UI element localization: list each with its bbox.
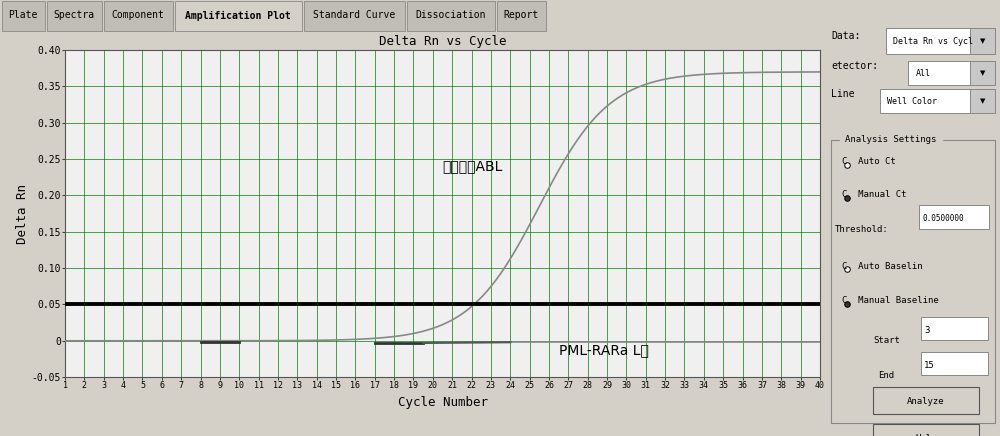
Bar <box>104 1 173 31</box>
Text: 0.0500000: 0.0500000 <box>923 214 964 222</box>
FancyBboxPatch shape <box>921 352 988 375</box>
Text: Line: Line <box>831 89 855 99</box>
Text: Well Color: Well Color <box>887 97 937 106</box>
FancyBboxPatch shape <box>970 28 995 54</box>
Text: Standard Curve: Standard Curve <box>313 10 395 20</box>
FancyBboxPatch shape <box>970 61 995 85</box>
Bar <box>46 1 102 31</box>
FancyBboxPatch shape <box>919 205 989 229</box>
FancyBboxPatch shape <box>873 424 979 436</box>
Text: Report: Report <box>503 10 539 20</box>
Text: C  Manual Baseline: C Manual Baseline <box>842 296 938 306</box>
Text: End: End <box>879 371 895 380</box>
Text: ▼: ▼ <box>980 70 985 76</box>
Text: C  Auto Baselin: C Auto Baselin <box>842 262 922 271</box>
X-axis label: Cycle Number: Cycle Number <box>398 396 488 409</box>
FancyBboxPatch shape <box>831 140 995 423</box>
Text: All: All <box>916 68 931 78</box>
Text: Start: Start <box>873 336 900 345</box>
Text: Delta Rn vs Cycl: Delta Rn vs Cycl <box>893 37 973 46</box>
Text: 15: 15 <box>924 361 935 370</box>
FancyBboxPatch shape <box>908 61 995 85</box>
Bar <box>406 1 494 31</box>
Text: C  Auto Ct: C Auto Ct <box>842 157 895 166</box>
FancyBboxPatch shape <box>886 28 995 54</box>
Text: Amplification Plot: Amplification Plot <box>185 10 291 20</box>
Text: Analyze: Analyze <box>907 397 945 405</box>
FancyBboxPatch shape <box>921 317 988 340</box>
Text: 3: 3 <box>924 326 930 335</box>
Text: Threshold:: Threshold: <box>835 225 888 234</box>
Text: C  Manual Ct: C Manual Ct <box>842 190 906 199</box>
Bar <box>2 1 44 31</box>
Text: Data:: Data: <box>831 31 860 41</box>
Text: Analysis Settings: Analysis Settings <box>845 135 936 144</box>
Text: Plate: Plate <box>9 10 38 20</box>
Y-axis label: Delta Rn: Delta Rn <box>16 184 29 244</box>
Text: Help: Help <box>915 434 937 436</box>
Text: Component: Component <box>112 10 165 20</box>
Bar <box>496 1 546 31</box>
Title: Delta Rn vs Cycle: Delta Rn vs Cycle <box>379 34 506 48</box>
FancyBboxPatch shape <box>880 89 995 113</box>
Text: 内参基因ABL: 内参基因ABL <box>443 159 503 173</box>
FancyBboxPatch shape <box>970 89 995 113</box>
Text: ▼: ▼ <box>980 99 985 104</box>
Text: etector:: etector: <box>831 61 878 71</box>
Bar <box>175 1 302 31</box>
Text: PML-RARa L型: PML-RARa L型 <box>559 343 649 357</box>
FancyBboxPatch shape <box>873 387 979 414</box>
Text: ▼: ▼ <box>980 38 985 44</box>
Bar <box>304 1 404 31</box>
Text: Dissociation: Dissociation <box>415 10 486 20</box>
Text: Spectra: Spectra <box>54 10 95 20</box>
